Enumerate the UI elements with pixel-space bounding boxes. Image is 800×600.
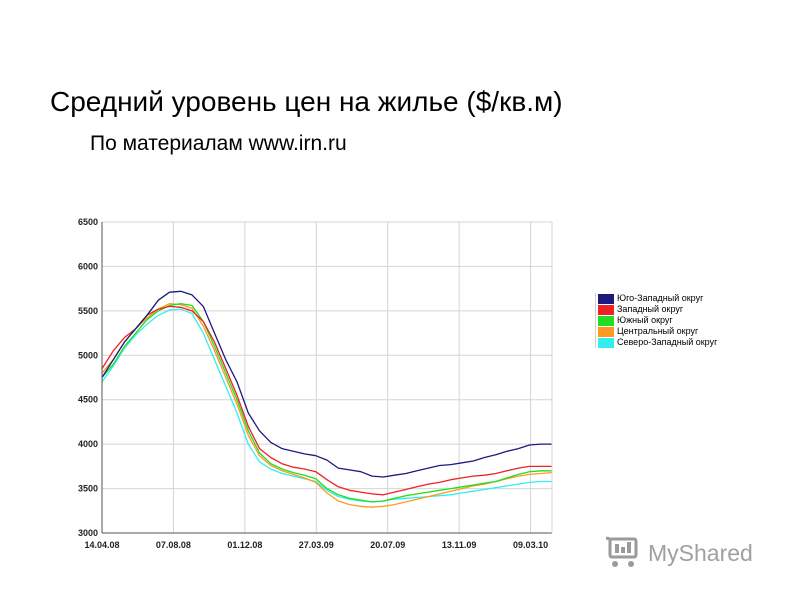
y-tick-label: 5000	[78, 350, 98, 360]
line-chart: 3000 3500 4000 4500 5000 5500 6000 6500 14.04.0…	[78, 217, 553, 550]
legend-swatch	[598, 304, 614, 315]
x-tick-label: 27.03.09	[299, 540, 334, 550]
y-tick-label: 5500	[78, 306, 98, 316]
legend-swatch	[598, 293, 614, 304]
series-line	[101, 290, 552, 478]
slide-subtitle: По материалам www.irn.ru	[90, 132, 347, 155]
plot-area	[102, 222, 552, 533]
series-line	[101, 303, 552, 503]
watermark: MyShared	[606, 536, 753, 570]
y-tick-label: 6500	[78, 217, 98, 227]
grid-lines	[102, 221, 552, 534]
legend-item: Юго-Западный округ	[598, 293, 717, 304]
x-tick-label: 13.11.09	[442, 540, 477, 550]
y-tick-label: 6000	[78, 261, 98, 271]
y-tick-label: 4000	[78, 439, 98, 449]
legend-label: Западный округ	[617, 304, 684, 314]
legend-label: Юго-Западный округ	[617, 293, 704, 303]
legend-swatch	[598, 337, 614, 348]
series-line	[101, 305, 552, 496]
legend-label: Северо-Западный округ	[617, 337, 718, 347]
legend-item: Южный округ	[598, 315, 717, 326]
x-tick-label: 09.03.10	[513, 540, 548, 550]
legend-swatch	[598, 326, 614, 337]
legend-item: Западный округ	[598, 304, 717, 315]
y-tick-label: 3000	[78, 528, 98, 538]
y-tick-label: 3500	[78, 484, 98, 494]
y-tick-label: 4500	[78, 395, 98, 405]
legend-swatch	[598, 315, 614, 326]
legend: Юго-Западный округ Западный округ Южный ок…	[595, 293, 717, 348]
legend-label: Южный округ	[617, 315, 673, 325]
y-tick-labels: 3000 3500 4000 4500 5000 5500 6000 6500	[78, 217, 98, 538]
series-line	[101, 308, 552, 503]
x-tick-label: 14.04.08	[84, 540, 119, 550]
watermark-text: MyShared	[648, 539, 753, 566]
legend-label: Центральный округ	[617, 326, 699, 336]
series-lines	[101, 290, 553, 508]
cart-logo-icon	[606, 536, 638, 567]
x-tick-label: 01.12.08	[227, 540, 262, 550]
x-tick-labels: 14.04.08 07.08.08 01.12.08 27.03.09 20.07.09…	[84, 540, 548, 550]
legend-item: Северо-Западный округ	[598, 337, 717, 348]
x-tick-label: 20.07.09	[370, 540, 405, 550]
slide-title: Средний уровень цен на жилье ($/кв.м)	[50, 86, 563, 117]
x-tick-label: 07.08.08	[156, 540, 191, 550]
axes	[101, 222, 553, 534]
legend-item: Центральный округ	[598, 326, 717, 337]
